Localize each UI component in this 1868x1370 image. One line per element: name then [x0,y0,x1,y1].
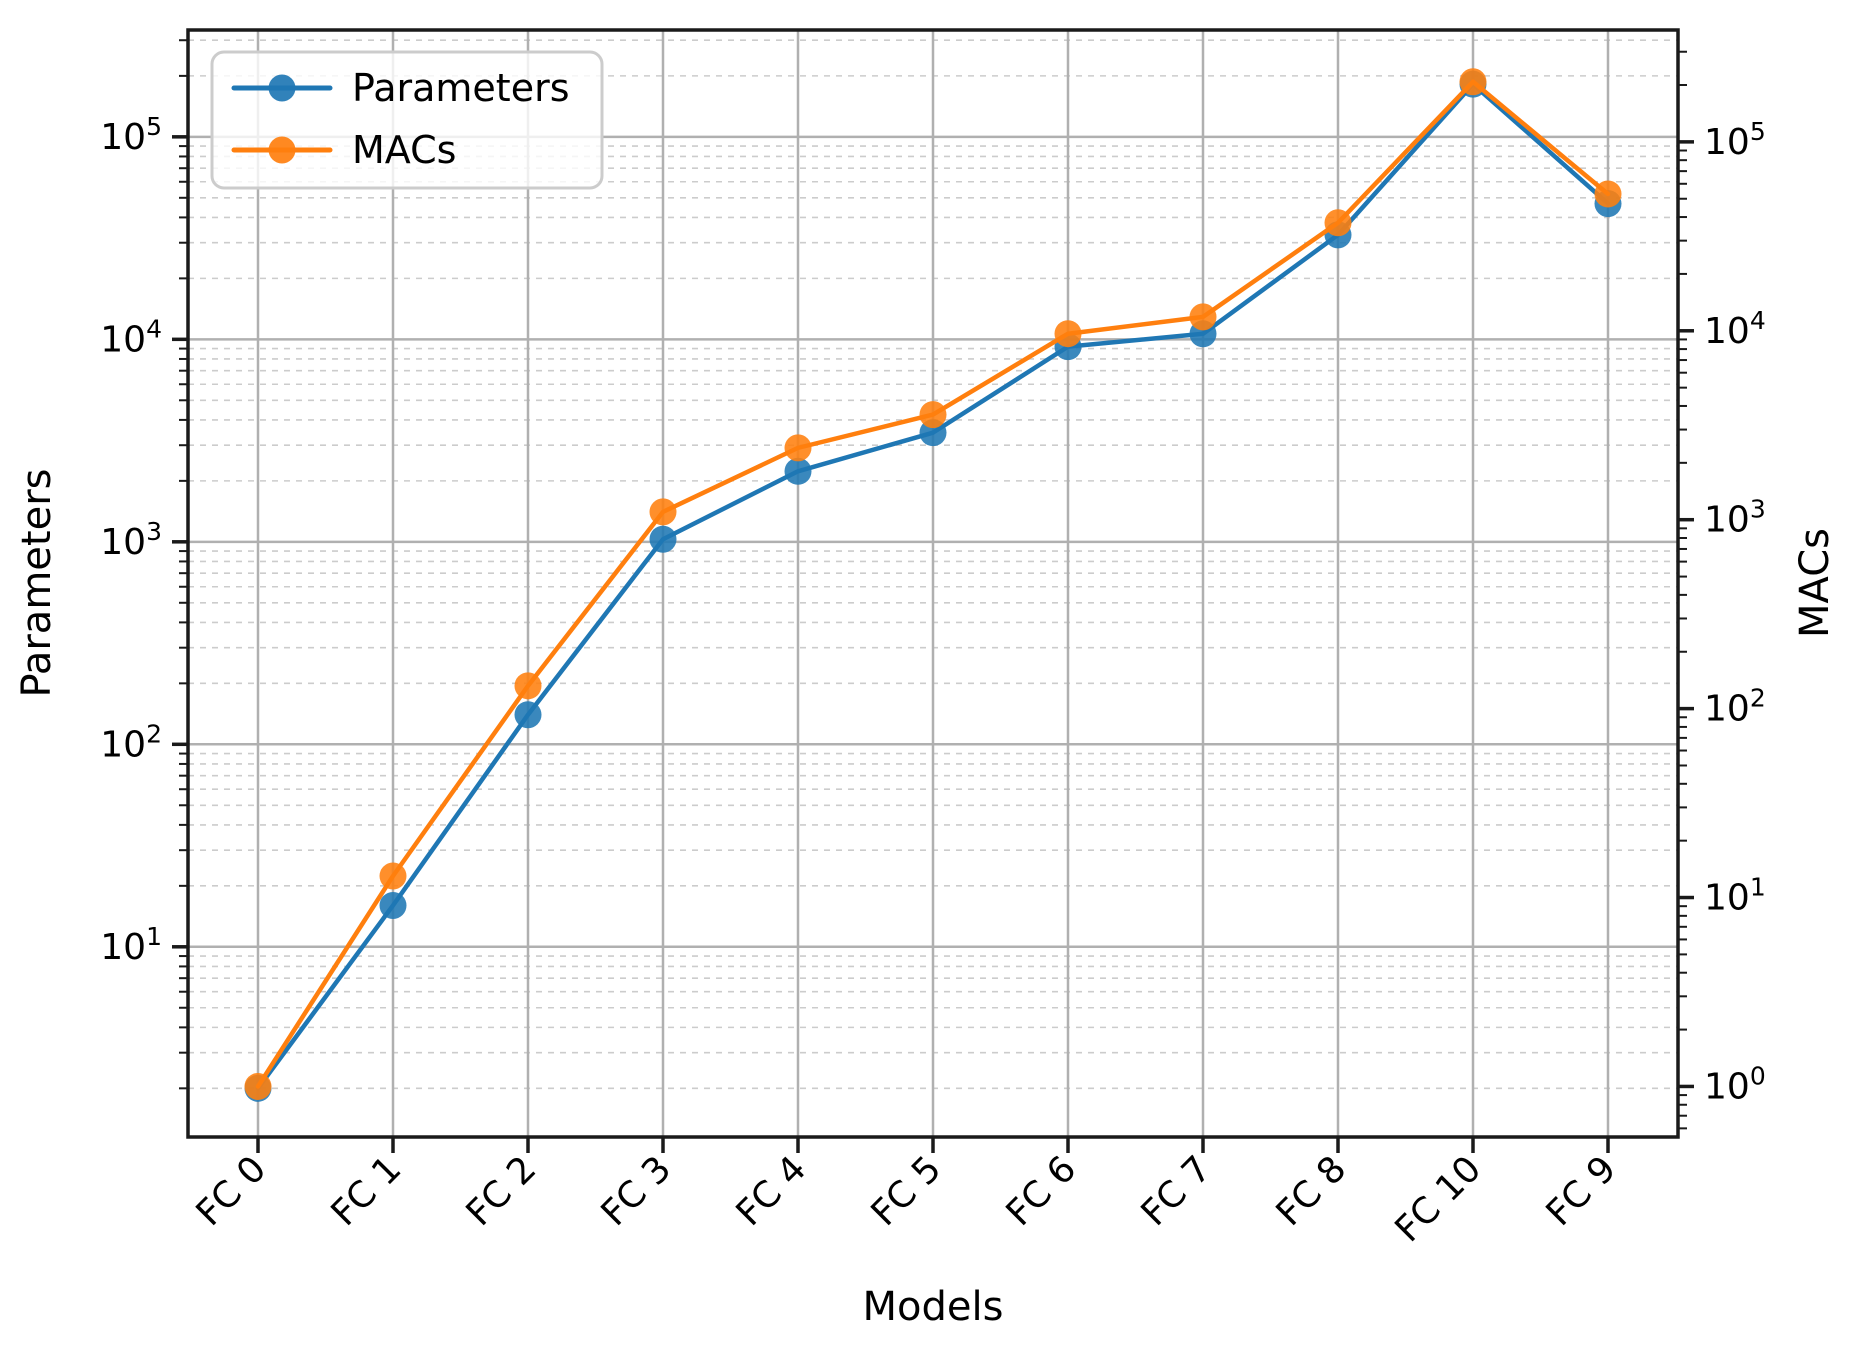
x-tick-label: FC 7 [1134,1148,1220,1234]
y-tick-label-left: 101 [100,922,162,968]
data-point-macs [1594,180,1622,208]
x-tick-label: FC 0 [189,1148,275,1234]
data-point-parameters [784,457,812,485]
data-point-parameters [514,701,542,729]
x-tick-label: FC 10 [1387,1148,1489,1250]
y-tick-label-right: 104 [1704,306,1766,352]
y-tick-label-right: 101 [1704,873,1766,919]
data-point-macs [1459,68,1487,96]
x-tick-label: FC 3 [594,1148,680,1234]
y-tick-label-right: 103 [1704,495,1766,541]
x-axis-label: Models [863,1284,1004,1330]
axes-ticks [172,39,1694,1153]
x-tick-label: FC 2 [459,1148,545,1234]
legend-sample-marker [268,136,296,164]
y-axis-label-right: MACs [1792,528,1838,638]
grid-major [188,30,1678,1137]
y-tick-label-right: 100 [1704,1061,1766,1107]
x-tick-label: FC 6 [999,1148,1085,1234]
data-point-macs [379,862,407,890]
data-point-macs [1189,303,1217,331]
x-tick-label: FC 8 [1269,1148,1355,1234]
legend: Parameters MACs [210,50,604,190]
x-tick-label: FC 9 [1539,1148,1625,1234]
data-point-macs [1324,209,1352,237]
y-tick-label-right: 105 [1704,117,1766,163]
data-point-macs [919,401,947,429]
data-point-macs [649,498,677,526]
data-point-parameters [379,891,407,919]
y-tick-label-right: 102 [1704,684,1766,730]
x-tick-label: FC 1 [324,1148,410,1234]
data-point-macs [1054,320,1082,348]
y-tick-label-left: 105 [100,112,162,158]
y-axis-label-left: Parameters [14,469,60,698]
x-tick-label: FC 4 [729,1148,815,1234]
legend-sample-marker [268,74,296,102]
y-tick-label-left: 102 [100,719,162,765]
y-tick-label-left: 103 [100,517,162,563]
data-point-parameters [649,525,677,553]
legend-label: MACs [352,128,456,172]
series-lines [244,68,1622,1102]
x-tick-label: FC 5 [864,1148,950,1234]
data-point-macs [244,1072,272,1100]
data-point-macs [514,672,542,700]
legend-label: Parameters [352,66,570,110]
y-tick-label-left: 104 [100,314,162,360]
data-point-macs [784,434,812,462]
